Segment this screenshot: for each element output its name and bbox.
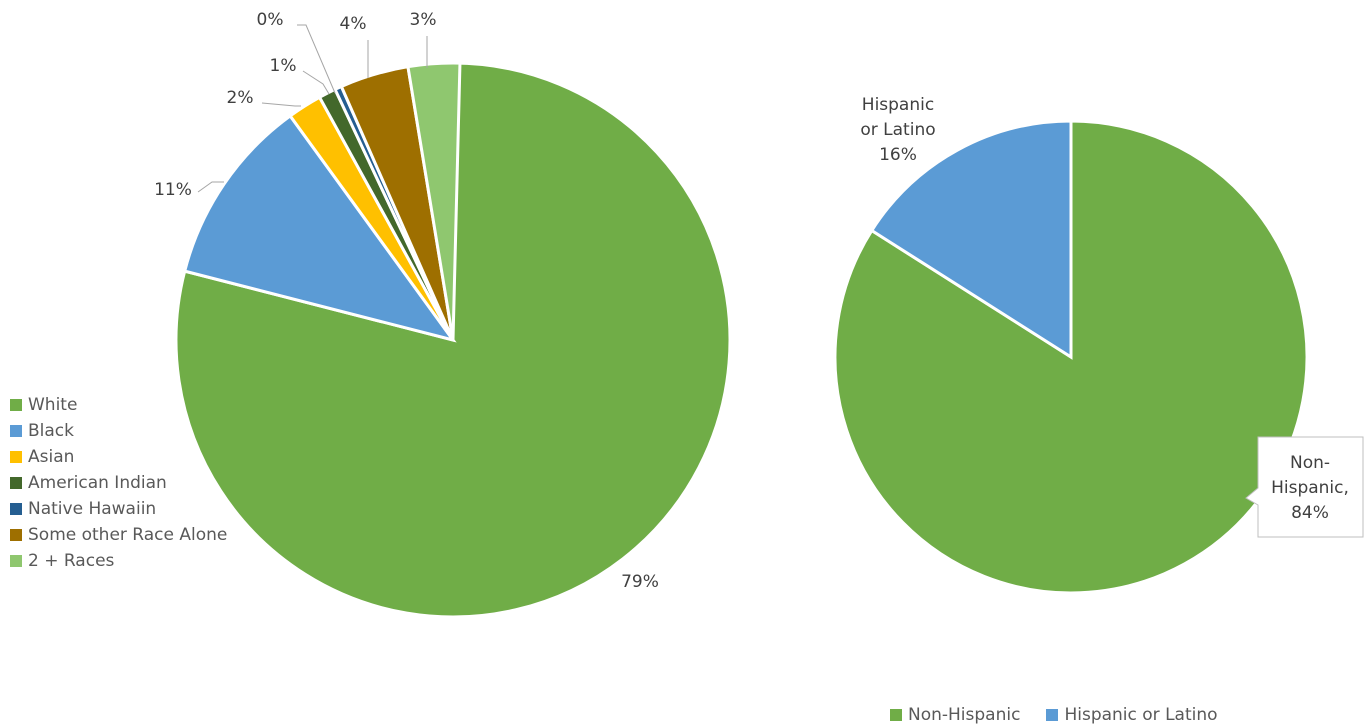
ethnicity-legend-item-non-hispanic: Non-Hispanic [890,702,1020,728]
race-legend-item-american-indian: American Indian [10,470,227,496]
race-legend-label: Asian [28,447,75,467]
race-slice-black [182,113,457,343]
race-legend-swatch [10,425,22,437]
ethnicity-legend-label: Hispanic or Latino [1064,705,1218,725]
race-leader-line-asian [261,102,301,107]
race-legend-item-some-other-race-alone: Some other Race Alone [10,522,227,548]
race-data-label-2-races: 3% [410,10,437,30]
ethnicity-legend: Non-Hispanic Hispanic or Latino [890,702,1244,728]
race-leader-line-american-indian [302,70,330,95]
race-data-label-asian: 2% [227,88,254,108]
race-data-label-black: 11% [154,180,192,200]
race-legend-swatch [10,529,22,541]
ethnicity-legend-label: Non-Hispanic [908,705,1021,725]
race-leader-line-black [197,181,224,193]
race-legend-swatch [10,503,22,515]
race-legend-item-native-hawaiin: Native Hawaiin [10,496,227,522]
ethnicity-legend-item-hispanic-or-latino: Hispanic or Latino [1046,702,1218,728]
race-legend-label: 2 + Races [28,551,115,571]
ethnicity-legend-swatch [1046,709,1059,721]
ethnicity-slice-hispanic-or-latino [869,119,1073,360]
race-legend-label: White [28,395,78,415]
ethnicity-data-label-non-hispanic: Non-Hispanic, 84% [1271,453,1349,523]
race-data-label-white: 79% [621,572,659,592]
race-legend-label: Black [28,421,74,441]
race-legend-item-white: White [10,392,227,418]
race-legend: White Black Asian American Indian Native Haw… [10,392,227,574]
ethnicity-legend-swatch [890,709,902,721]
ethnicity-callout-box [1245,436,1364,538]
race-slice-2-races [406,61,462,341]
race-leader-line-native-hawaiin [297,24,336,94]
race-legend-item-2-races: 2 + Races [10,548,227,574]
race-data-label-some-other-race-alone: 4% [340,14,367,34]
race-slice-white [174,61,732,619]
race-data-label-american-indian: 1% [270,56,297,76]
race-legend-swatch [10,555,22,567]
race-data-label-native-hawaiin: 0% [257,10,284,30]
race-legend-label: Native Hawaiin [28,499,157,519]
race-legend-swatch [10,451,22,463]
race-legend-item-asian: Asian [10,444,227,470]
race-legend-swatch [10,399,22,411]
ethnicity-data-label-hispanic-or-latino: Hispanic or Latino 16% [860,95,935,165]
race-legend-swatch [10,477,22,489]
race-legend-label: American Indian [28,473,167,493]
race-legend-label: Some other Race Alone [28,525,228,545]
race-legend-item-black: Black [10,418,227,444]
